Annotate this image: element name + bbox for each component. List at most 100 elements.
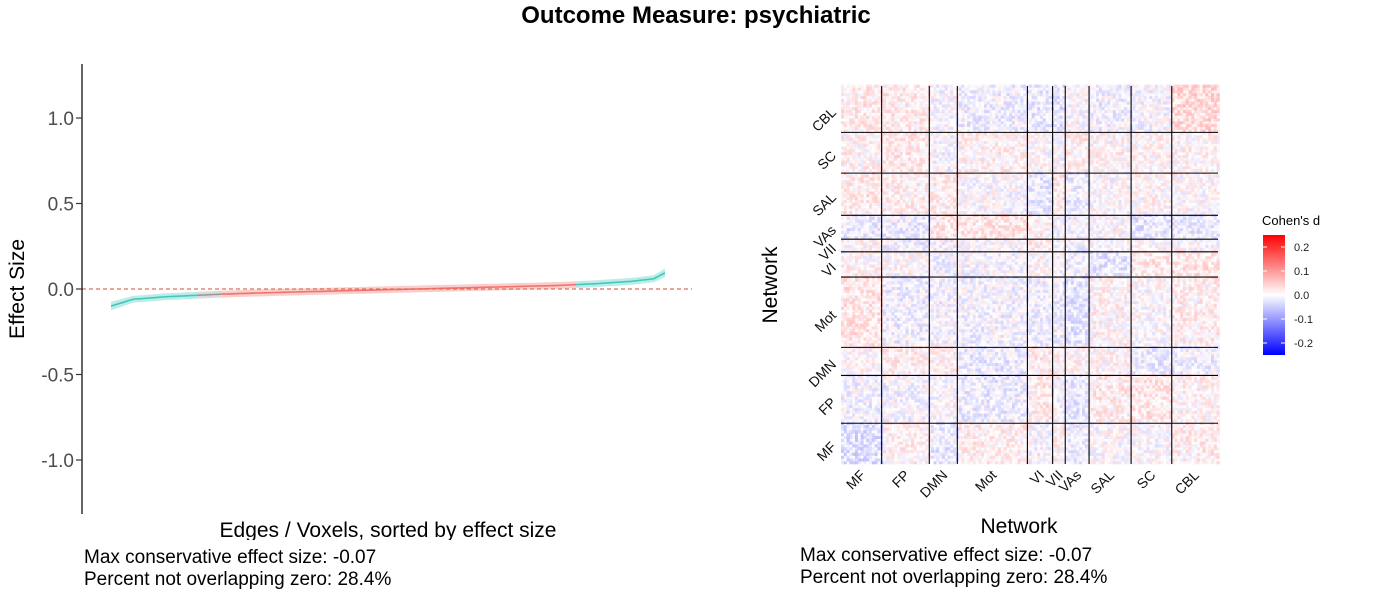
- heatmap-cell: [888, 98, 892, 102]
- heatmap-cell: [933, 455, 937, 459]
- heatmap-cell: [849, 419, 853, 423]
- heatmap-cell: [908, 441, 912, 445]
- heatmap-cell: [846, 95, 850, 99]
- heatmap-cell: [939, 233, 943, 237]
- heatmap-cell: [897, 312, 901, 316]
- heatmap-cell: [897, 393, 901, 397]
- heatmap-cell: [897, 160, 901, 164]
- heatmap-cell: [857, 390, 861, 395]
- heatmap-cell: [911, 396, 915, 400]
- heatmap-cell: [843, 399, 847, 403]
- heatmap-cell: [849, 185, 853, 189]
- heatmap-cell: [852, 413, 856, 417]
- heatmap-cell: [869, 233, 873, 237]
- heatmap-cell: [919, 390, 923, 395]
- heatmap-cell: [905, 101, 909, 105]
- heatmap-cell: [919, 230, 923, 234]
- heatmap-cell: [863, 208, 867, 212]
- heatmap-cell: [877, 258, 881, 262]
- heatmap-cell: [860, 309, 864, 313]
- heatmap-cell: [902, 430, 906, 434]
- heatmap-cell: [841, 424, 845, 428]
- heatmap-cell: [933, 247, 937, 251]
- heatmap-cell: [905, 458, 909, 462]
- heatmap-cell: [891, 241, 895, 246]
- heatmap-cell: [916, 185, 920, 189]
- heatmap-cell: [843, 357, 847, 361]
- heatmap-cell: [939, 329, 943, 333]
- heatmap-cell: [908, 382, 912, 386]
- heatmap-cell: [871, 222, 875, 226]
- heatmap-cell: [849, 292, 853, 296]
- heatmap-cell: [885, 458, 889, 462]
- heatmap-cell: [855, 362, 859, 366]
- heatmap-cell: [852, 140, 856, 144]
- heatmap-cell: [891, 388, 895, 392]
- heatmap-cell: [841, 326, 845, 330]
- heatmap-cell: [855, 315, 859, 319]
- heatmap-cell: [908, 211, 912, 215]
- heatmap-cell: [897, 365, 901, 369]
- heatmap-cell: [857, 188, 861, 192]
- heatmap-cell: [919, 309, 923, 313]
- heatmap-cell: [885, 109, 889, 113]
- heatmap-cell: [891, 247, 895, 251]
- heatmap-cell: [843, 301, 847, 305]
- heatmap-cell: [916, 326, 920, 330]
- heatmap-cell: [941, 233, 946, 237]
- heatmap-cell: [843, 230, 847, 234]
- heatmap-cell: [899, 340, 903, 344]
- heatmap-cell: [908, 208, 912, 212]
- heatmap-cell: [871, 433, 875, 437]
- heatmap-cell: [852, 444, 856, 448]
- heatmap-cell: [846, 233, 850, 237]
- heatmap-cell: [888, 107, 892, 111]
- heatmap-cell: [941, 225, 946, 229]
- heatmap-cell: [871, 413, 875, 417]
- heatmap-cell: [930, 427, 934, 431]
- heatmap-cell: [885, 452, 889, 456]
- heatmap-cell: [855, 461, 859, 465]
- heatmap-cell: [897, 126, 901, 130]
- heatmap-cell: [871, 303, 875, 307]
- heatmap-cell: [852, 233, 856, 237]
- heatmap-cell: [843, 180, 847, 184]
- heatmap-cell: [849, 146, 853, 150]
- heatmap-cell: [877, 334, 881, 338]
- heatmap-cell: [930, 123, 934, 128]
- heatmap-cell: [888, 174, 892, 178]
- heatmap-cell: [939, 163, 943, 167]
- heatmap-cell: [871, 236, 875, 240]
- heatmap-cell: [846, 146, 850, 150]
- heatmap-cell: [911, 357, 915, 361]
- heatmap-cell: [911, 137, 915, 142]
- heatmap-cell: [930, 410, 934, 414]
- heatmap-cell: [897, 419, 901, 423]
- heatmap-cell: [930, 84, 934, 88]
- heatmap-cell: [888, 331, 892, 336]
- heatmap-cell: [841, 365, 845, 369]
- heatmap-cell: [930, 256, 934, 260]
- heatmap-cell: [916, 444, 920, 448]
- heatmap-cell: [852, 455, 856, 459]
- heatmap-cell: [863, 261, 867, 265]
- heatmap-cell: [857, 402, 861, 406]
- heatmap-cell: [857, 430, 861, 434]
- heatmap-cell: [869, 121, 873, 125]
- heatmap-cell: [857, 433, 861, 437]
- heatmap-cell: [846, 365, 850, 369]
- heatmap-cell: [860, 447, 864, 451]
- heatmap-cell: [863, 202, 867, 206]
- heatmap-cell: [863, 90, 867, 94]
- heatmap-cell: [911, 435, 915, 440]
- heatmap-cell: [902, 393, 906, 397]
- heatmap-cell: [877, 452, 881, 456]
- heatmap-cell: [905, 323, 909, 327]
- heatmap-cell: [936, 152, 940, 156]
- heatmap-cell: [883, 461, 887, 465]
- heatmap-cell: [908, 458, 912, 462]
- heatmap-cell: [852, 84, 856, 88]
- heatmap-cell: [908, 137, 912, 142]
- heatmap-cell: [874, 258, 878, 262]
- heatmap-cell: [885, 230, 889, 234]
